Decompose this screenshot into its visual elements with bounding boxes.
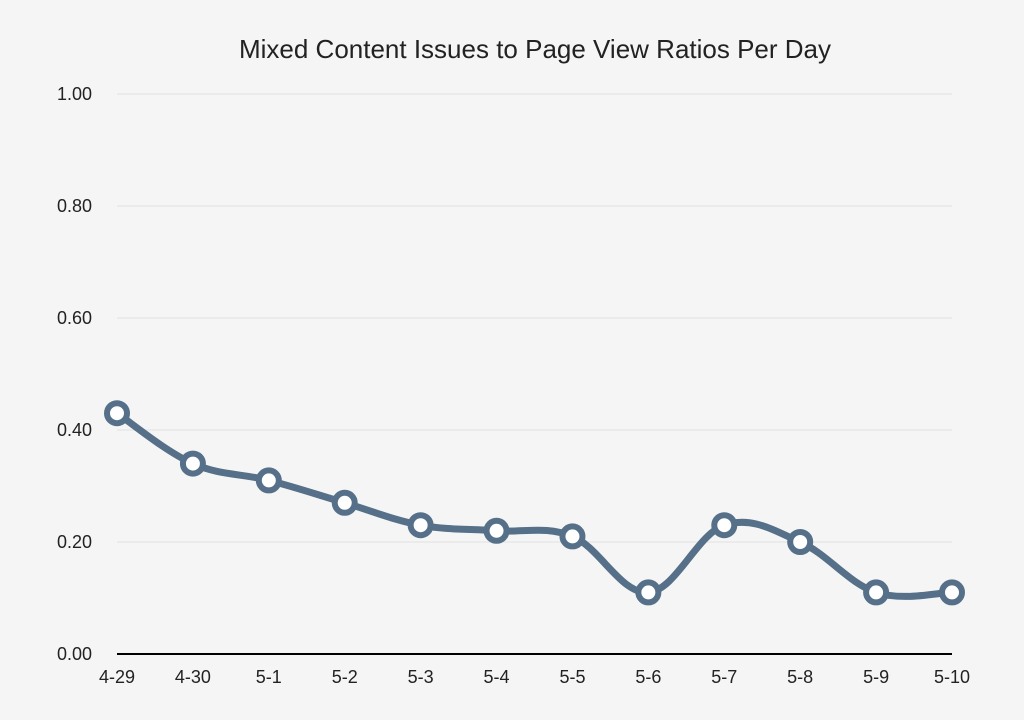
x-tick-label: 5-3 <box>408 667 434 687</box>
x-tick-label: 5-9 <box>863 667 889 687</box>
data-point-5-2[interactable] <box>331 489 358 516</box>
markers <box>104 400 965 606</box>
y-tick-label: 1.00 <box>57 84 92 104</box>
x-tick-label: 5-6 <box>635 667 661 687</box>
data-point-5-9[interactable] <box>863 579 890 606</box>
data-point-5-8[interactable] <box>787 529 814 555</box>
y-tick-label: 0.20 <box>57 532 92 552</box>
data-point-5-7[interactable] <box>711 512 738 539</box>
y-tick-label: 0.80 <box>57 196 92 216</box>
chart-title: Mixed Content Issues to Page View Ratios… <box>239 34 831 64</box>
x-tick-label: 4-30 <box>175 667 211 687</box>
data-point-4-29[interactable] <box>104 400 130 427</box>
data-point-5-6[interactable] <box>635 579 662 606</box>
x-tick-label: 5-10 <box>934 667 970 687</box>
x-tick-label: 5-7 <box>711 667 737 687</box>
x-tick-label: 5-2 <box>332 667 358 687</box>
x-tick-label: 5-4 <box>484 667 510 687</box>
axes: 0.00 0.20 0.40 0.60 0.80 1.00 4-29 4-30 5-1 5-2 5-… <box>57 84 970 687</box>
data-point-5-10[interactable] <box>939 579 965 606</box>
x-tick-label: 5-1 <box>256 667 282 687</box>
series-layer <box>113 409 956 600</box>
y-tick-label: 0.60 <box>57 308 92 328</box>
data-point-5-5[interactable] <box>559 523 586 550</box>
x-tick-label: 5-5 <box>559 667 585 687</box>
data-point-5-4[interactable] <box>483 517 510 544</box>
data-point-5-3[interactable] <box>407 512 434 539</box>
y-tick-label: 0.00 <box>57 644 92 664</box>
y-tick-label: 0.40 <box>57 420 92 440</box>
data-point-5-1[interactable] <box>255 467 282 494</box>
series-line <box>113 409 956 600</box>
x-tick-label: 5-8 <box>787 667 813 687</box>
data-point-4-30[interactable] <box>179 450 206 477</box>
x-tick-label: 4-29 <box>99 667 135 687</box>
